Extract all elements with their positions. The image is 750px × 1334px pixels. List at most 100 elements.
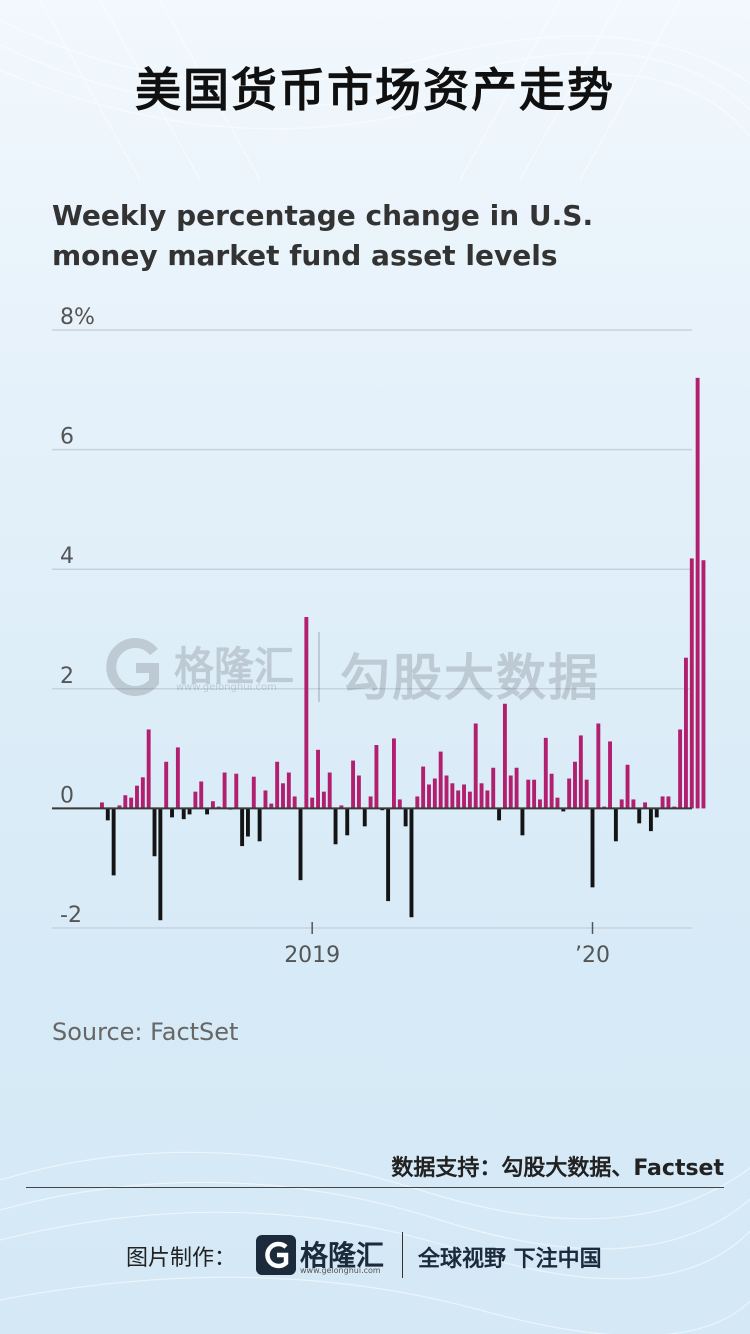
- y-tick-label: -2: [60, 903, 82, 928]
- bar: [654, 808, 659, 818]
- bar: [292, 796, 297, 809]
- bar: [438, 751, 443, 809]
- bar: [222, 772, 227, 809]
- bar: [281, 783, 285, 809]
- bar: [345, 808, 350, 836]
- bar: [298, 808, 303, 881]
- bar: [164, 761, 169, 809]
- bar: [181, 808, 186, 820]
- footer-divider: [26, 1187, 724, 1188]
- bar: [257, 808, 262, 842]
- bar: [497, 808, 502, 821]
- bar: [111, 808, 116, 876]
- bar: [596, 723, 601, 809]
- bar: [415, 796, 420, 809]
- bar: [210, 801, 215, 809]
- bar: [532, 779, 537, 809]
- bar: [625, 764, 630, 809]
- bar: [520, 808, 525, 836]
- bar: [403, 808, 408, 827]
- bar: [152, 808, 157, 857]
- bar: [555, 797, 560, 809]
- bar: [432, 778, 437, 809]
- bar: [240, 808, 245, 847]
- bar: [427, 784, 431, 809]
- bar: [199, 781, 204, 809]
- x-tick-label: 2019: [284, 943, 340, 968]
- bar: [538, 799, 542, 809]
- bar: [409, 808, 414, 918]
- x-tick-label: ’20: [575, 943, 610, 968]
- bar: [140, 777, 145, 809]
- bar: [351, 760, 356, 809]
- bar: [269, 803, 274, 809]
- bar: [684, 657, 688, 809]
- bar: [100, 802, 104, 809]
- bar: [543, 737, 548, 809]
- bar: [339, 805, 344, 809]
- bar: [316, 749, 320, 809]
- main-title: 美国货币市场资产走势: [135, 63, 615, 117]
- bar: [502, 703, 507, 809]
- watermark-brand: 格隆汇: [174, 644, 294, 690]
- bar: [660, 796, 665, 809]
- slogan: 全球视野 下注中国: [418, 1247, 602, 1272]
- bar-chart: 8% 6 4 2 0 -2 2019 ’20: [52, 305, 706, 968]
- bar: [362, 808, 367, 827]
- brand-name: 格隆汇: [300, 1239, 385, 1272]
- bar: [613, 808, 618, 842]
- made-by-label: 图片制作：: [126, 1246, 237, 1271]
- bar: [368, 796, 373, 809]
- bar: [117, 805, 122, 809]
- bar: [631, 799, 636, 809]
- data-support-note: 数据支持：勾股大数据、Factset: [391, 1156, 724, 1181]
- brand-url: www.gelonghui.com: [300, 1266, 381, 1275]
- y-tick-label: 2: [60, 664, 74, 689]
- y-tick-label: 8%: [60, 305, 95, 330]
- bar: [263, 790, 268, 809]
- bar: [508, 775, 513, 809]
- bar: [170, 808, 174, 818]
- bar: [275, 761, 280, 809]
- watermark-logo-icon: [106, 638, 159, 696]
- bar: [105, 808, 110, 821]
- bar: [374, 745, 379, 809]
- bar: [479, 783, 484, 809]
- bar: [695, 377, 700, 809]
- bar: [567, 778, 572, 809]
- bar: [643, 802, 648, 809]
- bar: [648, 808, 653, 832]
- watermark-url: www.gelonghui.com: [176, 682, 277, 693]
- bar: [514, 767, 519, 809]
- bar: [450, 783, 455, 809]
- chart-title: Weekly percentage change in U.S. money m…: [52, 199, 594, 272]
- bar: [321, 791, 326, 809]
- bar: [689, 558, 694, 809]
- watermark-divider: [318, 632, 320, 702]
- bar: [175, 747, 180, 809]
- bar: [397, 799, 402, 809]
- bar: [549, 773, 554, 809]
- footer: 图片制作： 格隆汇 www.gelonghui.com 全球视野 下注中国: [0, 1232, 750, 1282]
- bar: [286, 772, 291, 809]
- bar: [619, 799, 624, 809]
- bar: [678, 729, 683, 809]
- bar: [526, 779, 531, 809]
- bar: [123, 795, 128, 809]
- bar: [356, 775, 361, 809]
- bar: [467, 791, 472, 809]
- bar: [491, 767, 496, 809]
- bar: [158, 808, 163, 921]
- bar: [246, 808, 250, 837]
- bar: [327, 772, 332, 809]
- bar: [444, 775, 449, 809]
- bar: [421, 766, 426, 809]
- watermark-text: 勾股大数据: [340, 649, 600, 707]
- bar: [129, 797, 134, 809]
- y-tick-label: 0: [60, 783, 74, 808]
- gelonghui-logo-icon: [256, 1235, 296, 1275]
- bar: [392, 738, 396, 809]
- bar: [573, 761, 577, 809]
- bar: [666, 796, 671, 809]
